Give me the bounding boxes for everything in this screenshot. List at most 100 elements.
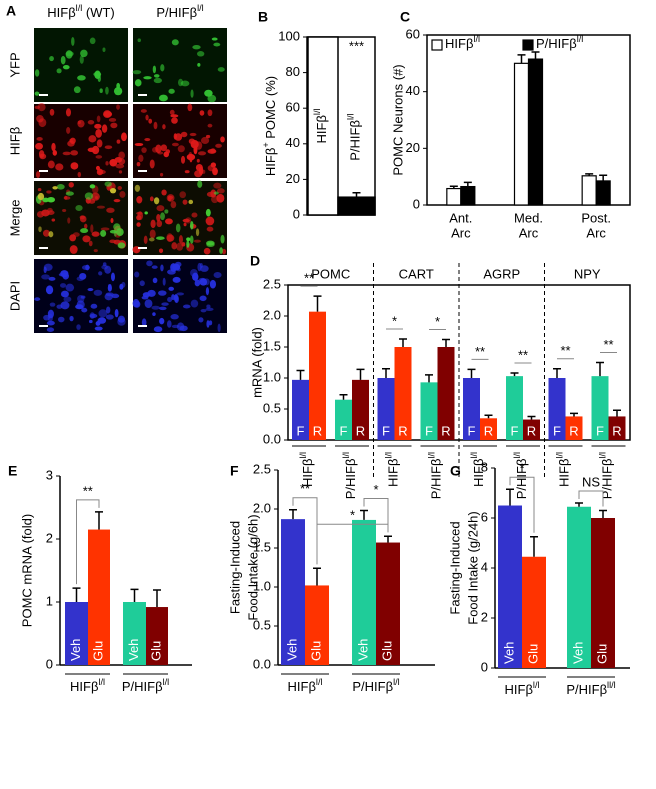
text-part: P/HIFβ xyxy=(600,459,615,500)
significance-bracket xyxy=(76,499,100,585)
superscript: l/l xyxy=(393,677,400,687)
error-bar xyxy=(399,338,407,347)
y-axis-label: mRNA (fold) xyxy=(249,327,264,398)
cell xyxy=(80,49,88,58)
cell xyxy=(70,150,79,156)
cell xyxy=(152,277,158,284)
superscript: l/l xyxy=(533,680,540,690)
error-bar xyxy=(425,374,433,383)
cell xyxy=(104,293,113,301)
group-label: P/HIFβl/l xyxy=(122,677,169,694)
y-tick-label: 1.0 xyxy=(253,578,271,593)
text-part: P/HIFβ xyxy=(536,36,577,51)
cell xyxy=(70,162,79,170)
row-label: Merge xyxy=(7,200,22,237)
cell xyxy=(117,186,122,191)
cell xyxy=(199,295,207,302)
x-tick-label: Arc xyxy=(586,225,606,240)
y-tick-label: 0 xyxy=(293,206,300,221)
error-bar xyxy=(313,567,321,586)
cell xyxy=(211,37,218,41)
micrograph xyxy=(132,180,227,255)
y-axis-label: POMC Neurons (#) xyxy=(390,64,405,175)
bar-letter: R xyxy=(527,423,536,438)
cell xyxy=(63,296,72,303)
text-part: HIFβ xyxy=(445,36,473,51)
group-label: HIFβl/l xyxy=(469,452,486,487)
cell xyxy=(158,94,168,102)
panel-label: G xyxy=(450,463,461,479)
bar-label: HIFβl/l xyxy=(312,109,329,144)
significance-label: ** xyxy=(603,337,613,352)
group-label: P/HIFβll/l xyxy=(566,680,615,697)
x-tick-label: Arc xyxy=(451,225,471,240)
cell xyxy=(89,313,98,319)
cell xyxy=(117,242,126,249)
y-tick-label: 3 xyxy=(46,467,53,482)
cell xyxy=(76,324,81,330)
cell xyxy=(182,218,190,223)
cell xyxy=(143,76,152,80)
cell xyxy=(109,187,117,194)
cell xyxy=(105,314,114,320)
error-bar xyxy=(585,173,594,176)
cell xyxy=(60,283,67,288)
bar xyxy=(513,62,530,206)
error-bar xyxy=(339,393,348,400)
group-label: HIFβl/l xyxy=(298,452,315,487)
cell xyxy=(48,231,54,238)
error-bar xyxy=(553,367,561,378)
cell xyxy=(152,312,156,317)
cell xyxy=(171,242,178,250)
cell xyxy=(81,307,88,313)
bar xyxy=(88,529,110,665)
y-tick-label: 8 xyxy=(481,459,488,474)
significance-bracket xyxy=(578,490,604,507)
bar xyxy=(335,399,352,440)
text-part: P/HIFβ xyxy=(429,459,444,500)
cell xyxy=(210,162,217,168)
cell xyxy=(62,209,67,213)
cell xyxy=(77,119,85,128)
cell xyxy=(159,317,165,325)
cell xyxy=(217,67,225,72)
error-bar xyxy=(449,185,458,189)
cell xyxy=(144,299,153,309)
cell xyxy=(176,292,185,296)
bar-label: Glu xyxy=(525,644,540,664)
cell xyxy=(206,320,210,328)
superscript: l/l xyxy=(384,452,394,459)
cell xyxy=(110,122,118,129)
cell xyxy=(101,124,108,133)
error-bar xyxy=(463,181,472,187)
legend-label: P/HIFβl/l xyxy=(536,34,583,51)
bar-letter: R xyxy=(612,423,621,438)
cell xyxy=(149,159,155,169)
cell xyxy=(148,237,155,242)
cell xyxy=(63,196,71,200)
cell xyxy=(161,189,167,196)
cell xyxy=(96,115,101,123)
superscript: l/l xyxy=(316,677,323,687)
cell xyxy=(200,136,210,145)
cell xyxy=(52,186,58,190)
significance-label: * xyxy=(392,313,397,328)
cell xyxy=(210,189,217,198)
y-tick-label: 0 xyxy=(46,656,53,671)
cell xyxy=(166,194,175,202)
cell xyxy=(186,240,190,248)
y-tick-label: 20 xyxy=(406,140,420,155)
bar-letter: R xyxy=(569,423,578,438)
cell xyxy=(65,283,75,292)
superscript: l/l xyxy=(76,3,83,13)
cell xyxy=(206,226,214,232)
cell xyxy=(161,302,169,306)
cell xyxy=(199,278,208,286)
cell xyxy=(207,123,213,128)
cell xyxy=(60,270,69,278)
bar xyxy=(65,602,88,665)
cell xyxy=(36,137,43,141)
cell xyxy=(187,103,193,112)
cell xyxy=(37,192,45,201)
cell xyxy=(114,309,119,318)
